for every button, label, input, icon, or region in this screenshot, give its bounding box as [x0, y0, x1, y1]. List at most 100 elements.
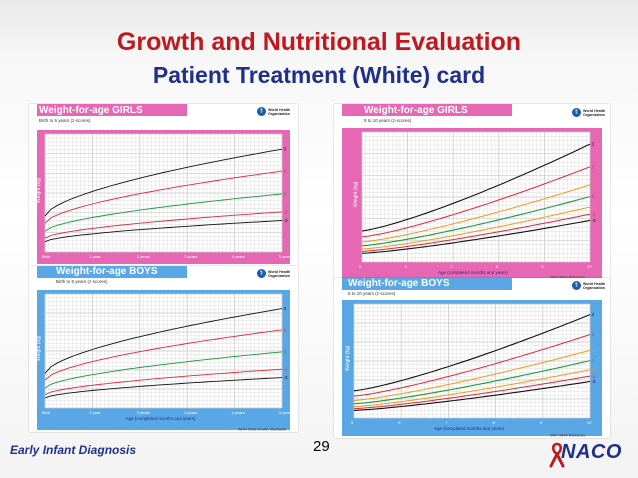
x-tick-label: 7: [450, 264, 453, 269]
x-tick-label: 4 years: [232, 254, 245, 259]
z-score-curve: [44, 211, 283, 239]
z-score-curve: [361, 143, 591, 232]
curve-label: 3: [284, 147, 287, 152]
curve-label: -3: [592, 218, 596, 223]
who-globe-icon: ⚕: [572, 281, 581, 290]
curve-label: 0: [284, 191, 287, 196]
z-score-curve: [361, 206, 591, 250]
chart-title: Weight-for-age GIRLS: [364, 105, 468, 116]
x-axis-label: Age (completed months and years): [434, 426, 505, 431]
curve-label: 0: [592, 194, 595, 199]
x-tick-label: 1 year: [89, 254, 101, 259]
x-tick-label: 3 years: [184, 254, 197, 259]
chart-girls-5-to-10: 3 2 1 0 -1 -2 -3 Weight (kg) 5 6 7 8 9 10 Age (complet…: [334, 104, 610, 280]
x-tick-label: 6: [405, 264, 408, 269]
chart-boys-5-to-10: 3 2 1 0 -1 -2 -3 Weight (kg) 5 6 7 8 9 10 Age (complet…: [334, 278, 610, 438]
chart-title: Weight-for-age GIRLS: [39, 105, 143, 116]
z-score-curve: [353, 334, 591, 397]
who-org-name: World Health Organization: [583, 108, 606, 117]
z-score-curve: [353, 314, 591, 392]
z-score-curve: [44, 193, 283, 232]
slide-title: Growth and Nutritional Evaluation: [116, 28, 522, 56]
curve-label: 3: [592, 312, 595, 317]
z-score-curve: [44, 148, 283, 217]
z-score-curve: [44, 377, 283, 399]
x-tick-label: Birth: [42, 254, 50, 259]
curve-label: -3: [284, 375, 288, 380]
z-score-curve: [44, 351, 283, 389]
slide-subtitle: Patient Treatment (White) card: [152, 62, 486, 88]
chart-subtitle: Birth to 5 years (z-scores): [39, 118, 91, 123]
chart-title-band: [342, 104, 512, 116]
curve-label: 0: [592, 358, 595, 363]
z-score-curve: [44, 170, 283, 224]
z-score-curve: [44, 368, 283, 396]
z-score-curves: [44, 148, 283, 243]
chart-title: Weight-for-age BOYS: [56, 266, 158, 277]
z-score-curve: [361, 196, 591, 247]
x-tick-label: 9: [541, 264, 544, 269]
z-score-curve: [44, 329, 283, 381]
chart-title-band: [342, 278, 512, 290]
red-ribbon-icon: [549, 442, 565, 468]
z-score-curves: [44, 308, 283, 399]
z-score-curve: [44, 308, 283, 374]
curve-label: 2: [592, 164, 595, 169]
who-org-name: World Health Organization: [583, 281, 606, 290]
z-score-curve: [353, 369, 591, 408]
grid-lines: [44, 293, 283, 409]
grid-lines: [353, 303, 591, 419]
z-score-curve: [361, 219, 591, 254]
curve-label: -3: [284, 218, 288, 223]
curve-label: -2: [284, 367, 288, 372]
curve-label: -1: [592, 367, 596, 372]
curve-label: -3: [592, 379, 596, 384]
z-score-curves: [353, 314, 591, 411]
z-score-curve: [361, 166, 591, 238]
z-score-curve: [361, 184, 591, 243]
who-logo: ⚕ World Health Organization: [257, 269, 290, 278]
x-tick-label: 10: [587, 264, 592, 269]
growth-chart-graphic: 3 2 0 -2 -3 Weight (kg) Birth 1 year 2 years 3 ye…: [29, 104, 298, 264]
chart-subtitle: 5 to 10 years (z-scores): [348, 291, 396, 296]
x-tick-label: 5: [351, 420, 354, 425]
curve-label: 2: [592, 332, 595, 337]
who-org-name: World Health Organization: [268, 269, 291, 278]
curve-label: 1: [592, 182, 595, 187]
z-score-curve: [353, 349, 591, 401]
who-globe-icon: ⚕: [257, 107, 266, 116]
naco-logo: NACO: [548, 440, 630, 470]
curve-label: 1: [592, 348, 595, 353]
x-tick-label: 3 years: [184, 410, 197, 415]
page-number: 29: [313, 438, 330, 455]
x-tick-label: 4 years: [232, 410, 245, 415]
curve-label: -2: [284, 209, 288, 214]
x-tick-label: 5 years: [279, 254, 292, 259]
x-tick-label: Birth: [42, 410, 50, 415]
curve-label: 2: [284, 169, 287, 174]
z-score-curves: [361, 143, 591, 254]
x-axis-label: Age (completed months and years): [438, 270, 509, 275]
x-tick-label: 6: [398, 420, 401, 425]
who-org-name: World Health Organization: [268, 107, 291, 116]
chart-title-band: [37, 266, 187, 278]
chart-title-band: [37, 104, 187, 116]
x-tick-label: 8: [496, 264, 499, 269]
chart-girls-birth-to-5: 3 2 0 -2 -3 Weight (kg) Birth 1 year 2 years 3 ye…: [29, 104, 298, 266]
grid-lines: [361, 131, 591, 263]
curve-label: 2: [284, 327, 287, 332]
x-tick-label: 5 years: [279, 410, 292, 415]
x-tick-label: 5: [359, 264, 362, 269]
z-score-curve: [353, 380, 591, 411]
curve-label: 0: [284, 349, 287, 354]
z-score-curve: [353, 375, 591, 410]
z-score-curve: [353, 360, 591, 405]
who-globe-icon: ⚕: [572, 108, 581, 117]
footer-program-name: Early Infant Diagnosis: [10, 443, 137, 457]
y-axis-label: Weight (kg): [353, 181, 359, 207]
x-tick-label: 1 year: [89, 410, 101, 415]
y-axis-label: Weight (kg): [345, 345, 351, 371]
x-tick-label: 2 years: [137, 254, 150, 259]
